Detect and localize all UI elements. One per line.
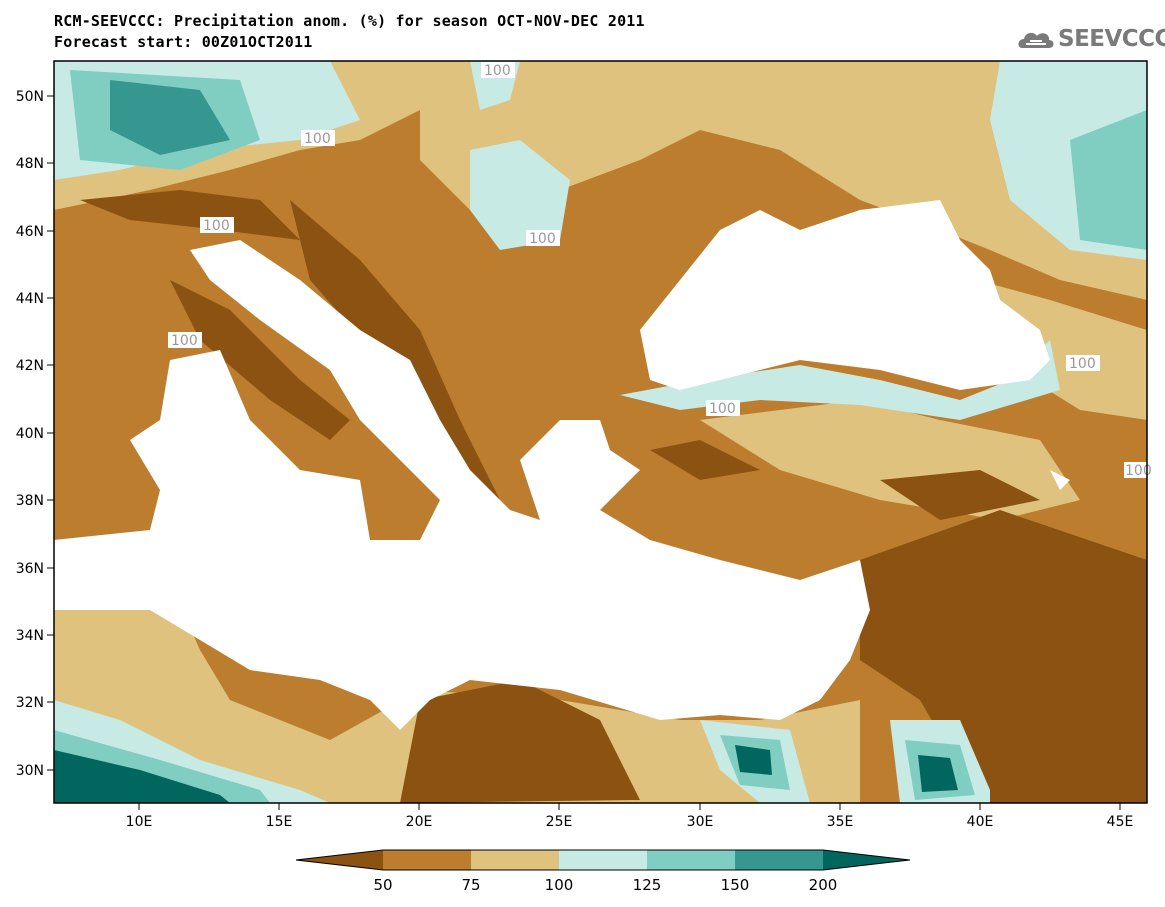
svg-text:100: 100 <box>203 218 230 234</box>
anomaly-75-100-africa <box>54 560 860 803</box>
colorbar-label-100: 100 <box>545 876 574 894</box>
anomaly-125-150-russia <box>1070 110 1147 250</box>
anomaly-75-100-ukraine-russia <box>420 61 1147 300</box>
lat-label-30N: 30N <box>16 763 44 779</box>
svg-text:100: 100 <box>1069 356 1096 372</box>
lat-label-40N: 40N <box>16 426 44 442</box>
colorbar-label-125: 125 <box>633 876 662 894</box>
svg-text:100: 100 <box>171 333 198 349</box>
anomaly-150-200-germany <box>110 80 230 155</box>
colorbar-label-75: 75 <box>461 876 480 894</box>
contour-label-100-romania: 100 <box>526 230 560 247</box>
contour-label-100-iran: 100 <box>1124 462 1158 479</box>
colorbar-segment-125-150 <box>647 850 735 870</box>
colorbar: 50 75 100 125 150 200 <box>295 849 911 894</box>
contour-label-100-italy: 100 <box>168 332 202 349</box>
lat-label-32N: 32N <box>16 695 44 711</box>
anomaly-below50-alps <box>80 190 300 240</box>
lat-label-36N: 36N <box>16 561 44 577</box>
contour-label-100-georgia: 100 <box>1066 355 1100 372</box>
colorbar-segment-75-100 <box>471 850 559 870</box>
lon-label-45E: 45E <box>1107 814 1134 830</box>
svg-text:100: 100 <box>1125 463 1152 479</box>
lon-label-40E: 40E <box>967 814 994 830</box>
svg-text:100: 100 <box>529 231 556 247</box>
contour-label-100-austria: 100 <box>301 130 335 147</box>
colorbar-right-arrow <box>823 850 910 870</box>
anomaly-above200-sahara <box>54 750 230 803</box>
anomaly-below50-libya <box>400 680 640 803</box>
logo-text: SEEVCCC <box>1058 26 1165 52</box>
contour-label-100-poland: 100 <box>481 62 515 79</box>
colorbar-label-200: 200 <box>809 876 838 894</box>
svg-text:100: 100 <box>709 401 736 417</box>
mediterranean-sea <box>54 240 870 730</box>
anomaly-below50-italy <box>170 280 350 440</box>
anomaly-above200-egypt <box>735 745 772 775</box>
contour-label-100-alps: 100 <box>200 217 234 234</box>
colorbar-segment-150-200 <box>735 850 823 870</box>
lon-label-35E: 35E <box>827 814 854 830</box>
colorbar-left-arrow <box>296 850 383 870</box>
svg-text:100: 100 <box>484 63 511 79</box>
map-fill <box>54 61 1147 803</box>
colorbar-segment-100-125 <box>559 850 647 870</box>
lat-label-42N: 42N <box>16 358 44 374</box>
lon-label-15E: 15E <box>266 814 293 830</box>
contour-label-100-turkey: 100 <box>706 400 740 417</box>
contour-labels: 100 100 100 100 100 100 100 100 <box>168 62 1158 479</box>
lat-label-50N: 50N <box>16 89 44 105</box>
lon-label-10E: 10E <box>126 814 153 830</box>
lat-label-38N: 38N <box>16 493 44 509</box>
anomaly-below50-middle-east <box>860 510 1147 803</box>
latitude-axis: 50N 48N 46N 44N 42N 40N 38N 36N 34N 32N 30N <box>16 89 54 779</box>
lat-label-44N: 44N <box>16 291 44 307</box>
svg-text:100: 100 <box>304 131 331 147</box>
caspian-patch <box>1050 470 1070 490</box>
chart-title: RCM-SEEVCCC: Precipitation anom. (%) for… <box>54 12 645 30</box>
cloud-logo-icon <box>1018 32 1054 48</box>
anomaly-below50-turkey <box>650 440 1040 520</box>
map-border <box>53 60 1148 804</box>
lon-label-20E: 20E <box>406 814 433 830</box>
anomaly-above200-arabia <box>918 755 958 792</box>
lon-label-30E: 30E <box>687 814 714 830</box>
forecast-start: Forecast start: 00Z01OCT2011 <box>54 33 313 51</box>
lon-label-25E: 25E <box>546 814 573 830</box>
lat-label-48N: 48N <box>16 156 44 172</box>
lat-label-34N: 34N <box>16 628 44 644</box>
colorbar-segment-50-75 <box>383 850 471 870</box>
colorbar-label-150: 150 <box>721 876 750 894</box>
colorbar-label-50: 50 <box>373 876 392 894</box>
lat-label-46N: 46N <box>16 224 44 240</box>
black-sea <box>640 200 1050 390</box>
anomaly-100-125-carpathians <box>470 140 570 250</box>
sea-areas <box>54 200 1070 730</box>
longitude-axis: 10E 15E 20E 25E 30E 35E 40E 45E <box>126 803 1134 830</box>
